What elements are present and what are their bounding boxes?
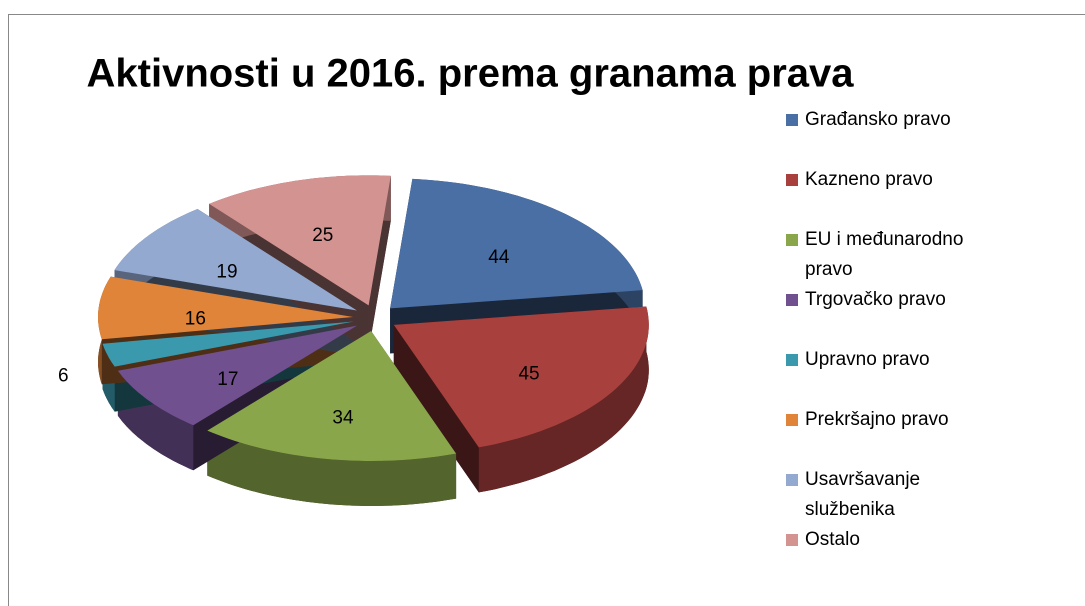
legend-label: Ostalo [805,529,860,550]
legend-swatch [786,174,798,186]
legend-label: Kazneno pravo [805,169,933,190]
data-label: 19 [216,262,237,283]
slice [393,306,649,448]
slice-wall [393,324,479,493]
legend-line: službenika [805,499,895,520]
data-label: 25 [312,225,333,246]
legend-label: Prekršajno pravo [805,409,949,430]
legend-line: EU i međunarodno [805,229,963,250]
legend-line: Usavršavanje [805,469,920,490]
slice [102,321,354,367]
legend-label: Upravno pravo [805,349,930,370]
legend-swatch [786,234,798,246]
legend-swatch [786,474,798,486]
legend-label: EU i međunarodno pravo [805,229,963,280]
slice [209,175,391,306]
slice-rim [207,430,457,506]
legend-swatch [786,414,798,426]
legend-label: Trgovačko pravo [805,289,946,310]
legend-label: Građansko pravo [805,109,951,130]
legend-swatch [786,294,798,306]
legend-swatch [786,354,798,366]
data-label: 17 [217,369,238,390]
slice [117,325,358,426]
data-label: 34 [332,407,354,428]
data-label: 45 [518,364,539,385]
slice-rim [478,306,649,493]
legend-line: pravo [805,259,853,280]
legend-swatch [786,114,798,126]
data-label: 44 [488,247,510,268]
data-label: 6 [58,365,69,386]
chart-title: Aktivnosti u 2016. prema granama prava [87,52,855,96]
legend-swatch [786,534,798,546]
slice [114,209,357,311]
slice [390,178,643,309]
slice [98,276,354,340]
slice [207,330,457,461]
legend-label: Usavršavanje službenika [805,469,920,520]
data-label: 16 [185,308,206,329]
